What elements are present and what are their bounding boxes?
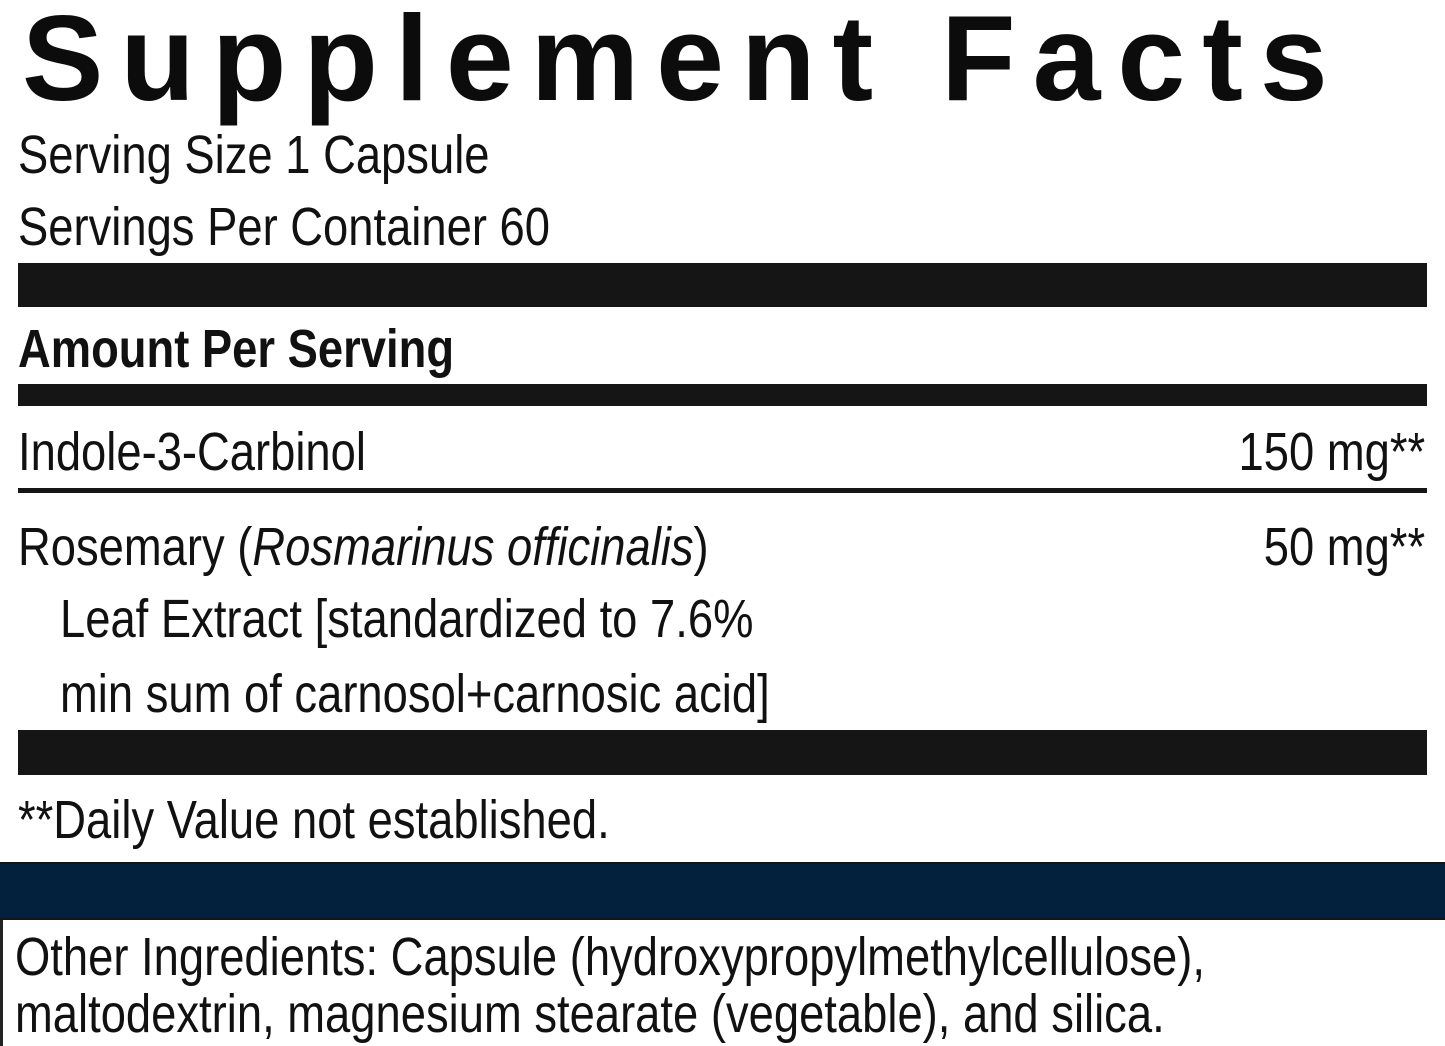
ingredient-name: Rosemary (Rosmarinus officinalis): [18, 520, 709, 574]
ingredient-amount: 150 mg**: [1238, 422, 1425, 482]
ingredient-detail: Leaf Extract [standardized to 7.6%: [60, 589, 754, 649]
thin-divider: [18, 488, 1427, 493]
other-ingredients-line: maltodextrin, magnesium stearate (vegeta…: [15, 984, 1165, 1044]
name-suffix: ): [693, 517, 709, 577]
thick-divider: [18, 263, 1427, 307]
medium-divider: [18, 384, 1427, 406]
ingredient-amount: 50 mg**: [1263, 517, 1425, 577]
accent-bar: [0, 862, 1445, 920]
ingredient-detail: min sum of carnosol+carnosic acid]: [60, 664, 770, 724]
name-prefix: Rosemary (: [18, 517, 253, 577]
thick-divider: [18, 730, 1427, 775]
daily-value-footnote: **Daily Value not established.: [18, 790, 610, 850]
other-ingredients-line: Other Ingredients: Capsule (hydroxypropy…: [15, 927, 1205, 987]
box-left-border: [0, 920, 3, 1046]
ingredient-name: Indole-3-Carbinol: [18, 422, 366, 482]
serving-size: Serving Size 1 Capsule: [18, 125, 490, 185]
latin-name: Rosmarinus officinalis: [252, 517, 694, 577]
servings-per-container: Servings Per Container 60: [18, 197, 551, 257]
panel-title: Supplement Facts: [22, 0, 1345, 126]
amount-per-serving-header: Amount Per Serving: [18, 319, 455, 379]
